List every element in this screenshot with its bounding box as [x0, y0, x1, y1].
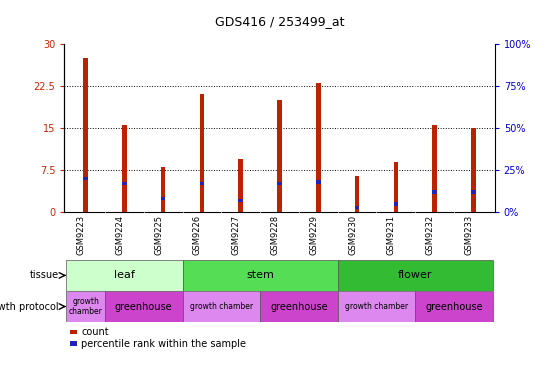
Text: count: count	[81, 327, 108, 337]
Bar	[394, 162, 398, 212]
Bar	[277, 100, 282, 212]
Text: GSM9223: GSM9223	[77, 214, 86, 255]
Text: tissue: tissue	[30, 270, 59, 280]
Bar	[183, 260, 338, 291]
Bar	[432, 125, 437, 212]
Bar	[238, 199, 243, 202]
Bar	[394, 202, 398, 206]
Bar	[432, 190, 437, 194]
Bar	[338, 260, 493, 291]
Bar	[200, 94, 204, 212]
Text: GSM9228: GSM9228	[271, 214, 280, 255]
Bar	[260, 291, 338, 322]
Bar	[122, 182, 127, 185]
Text: growth protocol: growth protocol	[0, 302, 59, 311]
Text: stem: stem	[246, 270, 274, 280]
Bar	[355, 176, 359, 212]
Text: GSM9230: GSM9230	[348, 214, 357, 255]
Text: flower: flower	[398, 270, 433, 280]
Bar	[161, 167, 165, 212]
Text: GSM9232: GSM9232	[425, 214, 434, 255]
Text: GSM9225: GSM9225	[154, 214, 163, 255]
Bar	[471, 190, 476, 194]
Bar	[316, 180, 321, 184]
Text: growth
chamber: growth chamber	[69, 297, 102, 316]
Text: GDS416 / 253499_at: GDS416 / 253499_at	[215, 15, 344, 28]
Bar	[83, 177, 88, 180]
Text: growth chamber: growth chamber	[190, 302, 253, 311]
Bar	[277, 182, 282, 185]
Text: percentile rank within the sample: percentile rank within the sample	[81, 339, 246, 349]
Text: GSM9231: GSM9231	[387, 214, 396, 255]
Text: GSM9233: GSM9233	[465, 214, 473, 255]
Text: growth chamber: growth chamber	[345, 302, 408, 311]
Text: GSM9226: GSM9226	[193, 214, 202, 255]
Text: greenhouse: greenhouse	[270, 302, 328, 311]
Bar	[161, 197, 165, 201]
Bar	[200, 182, 204, 185]
Bar	[105, 291, 183, 322]
Text: greenhouse: greenhouse	[425, 302, 483, 311]
Bar	[316, 83, 321, 212]
Bar	[471, 128, 476, 212]
Bar	[66, 260, 183, 291]
Bar	[238, 159, 243, 212]
Bar	[122, 125, 127, 212]
Bar	[338, 291, 415, 322]
Text: greenhouse: greenhouse	[115, 302, 173, 311]
Bar	[183, 291, 260, 322]
Text: GSM9229: GSM9229	[309, 214, 318, 255]
Text: GSM9224: GSM9224	[115, 214, 125, 255]
Bar	[355, 206, 359, 209]
Text: leaf: leaf	[114, 270, 135, 280]
Bar	[66, 291, 105, 322]
Text: GSM9227: GSM9227	[232, 214, 241, 255]
Bar	[415, 291, 493, 322]
Bar	[83, 58, 88, 212]
